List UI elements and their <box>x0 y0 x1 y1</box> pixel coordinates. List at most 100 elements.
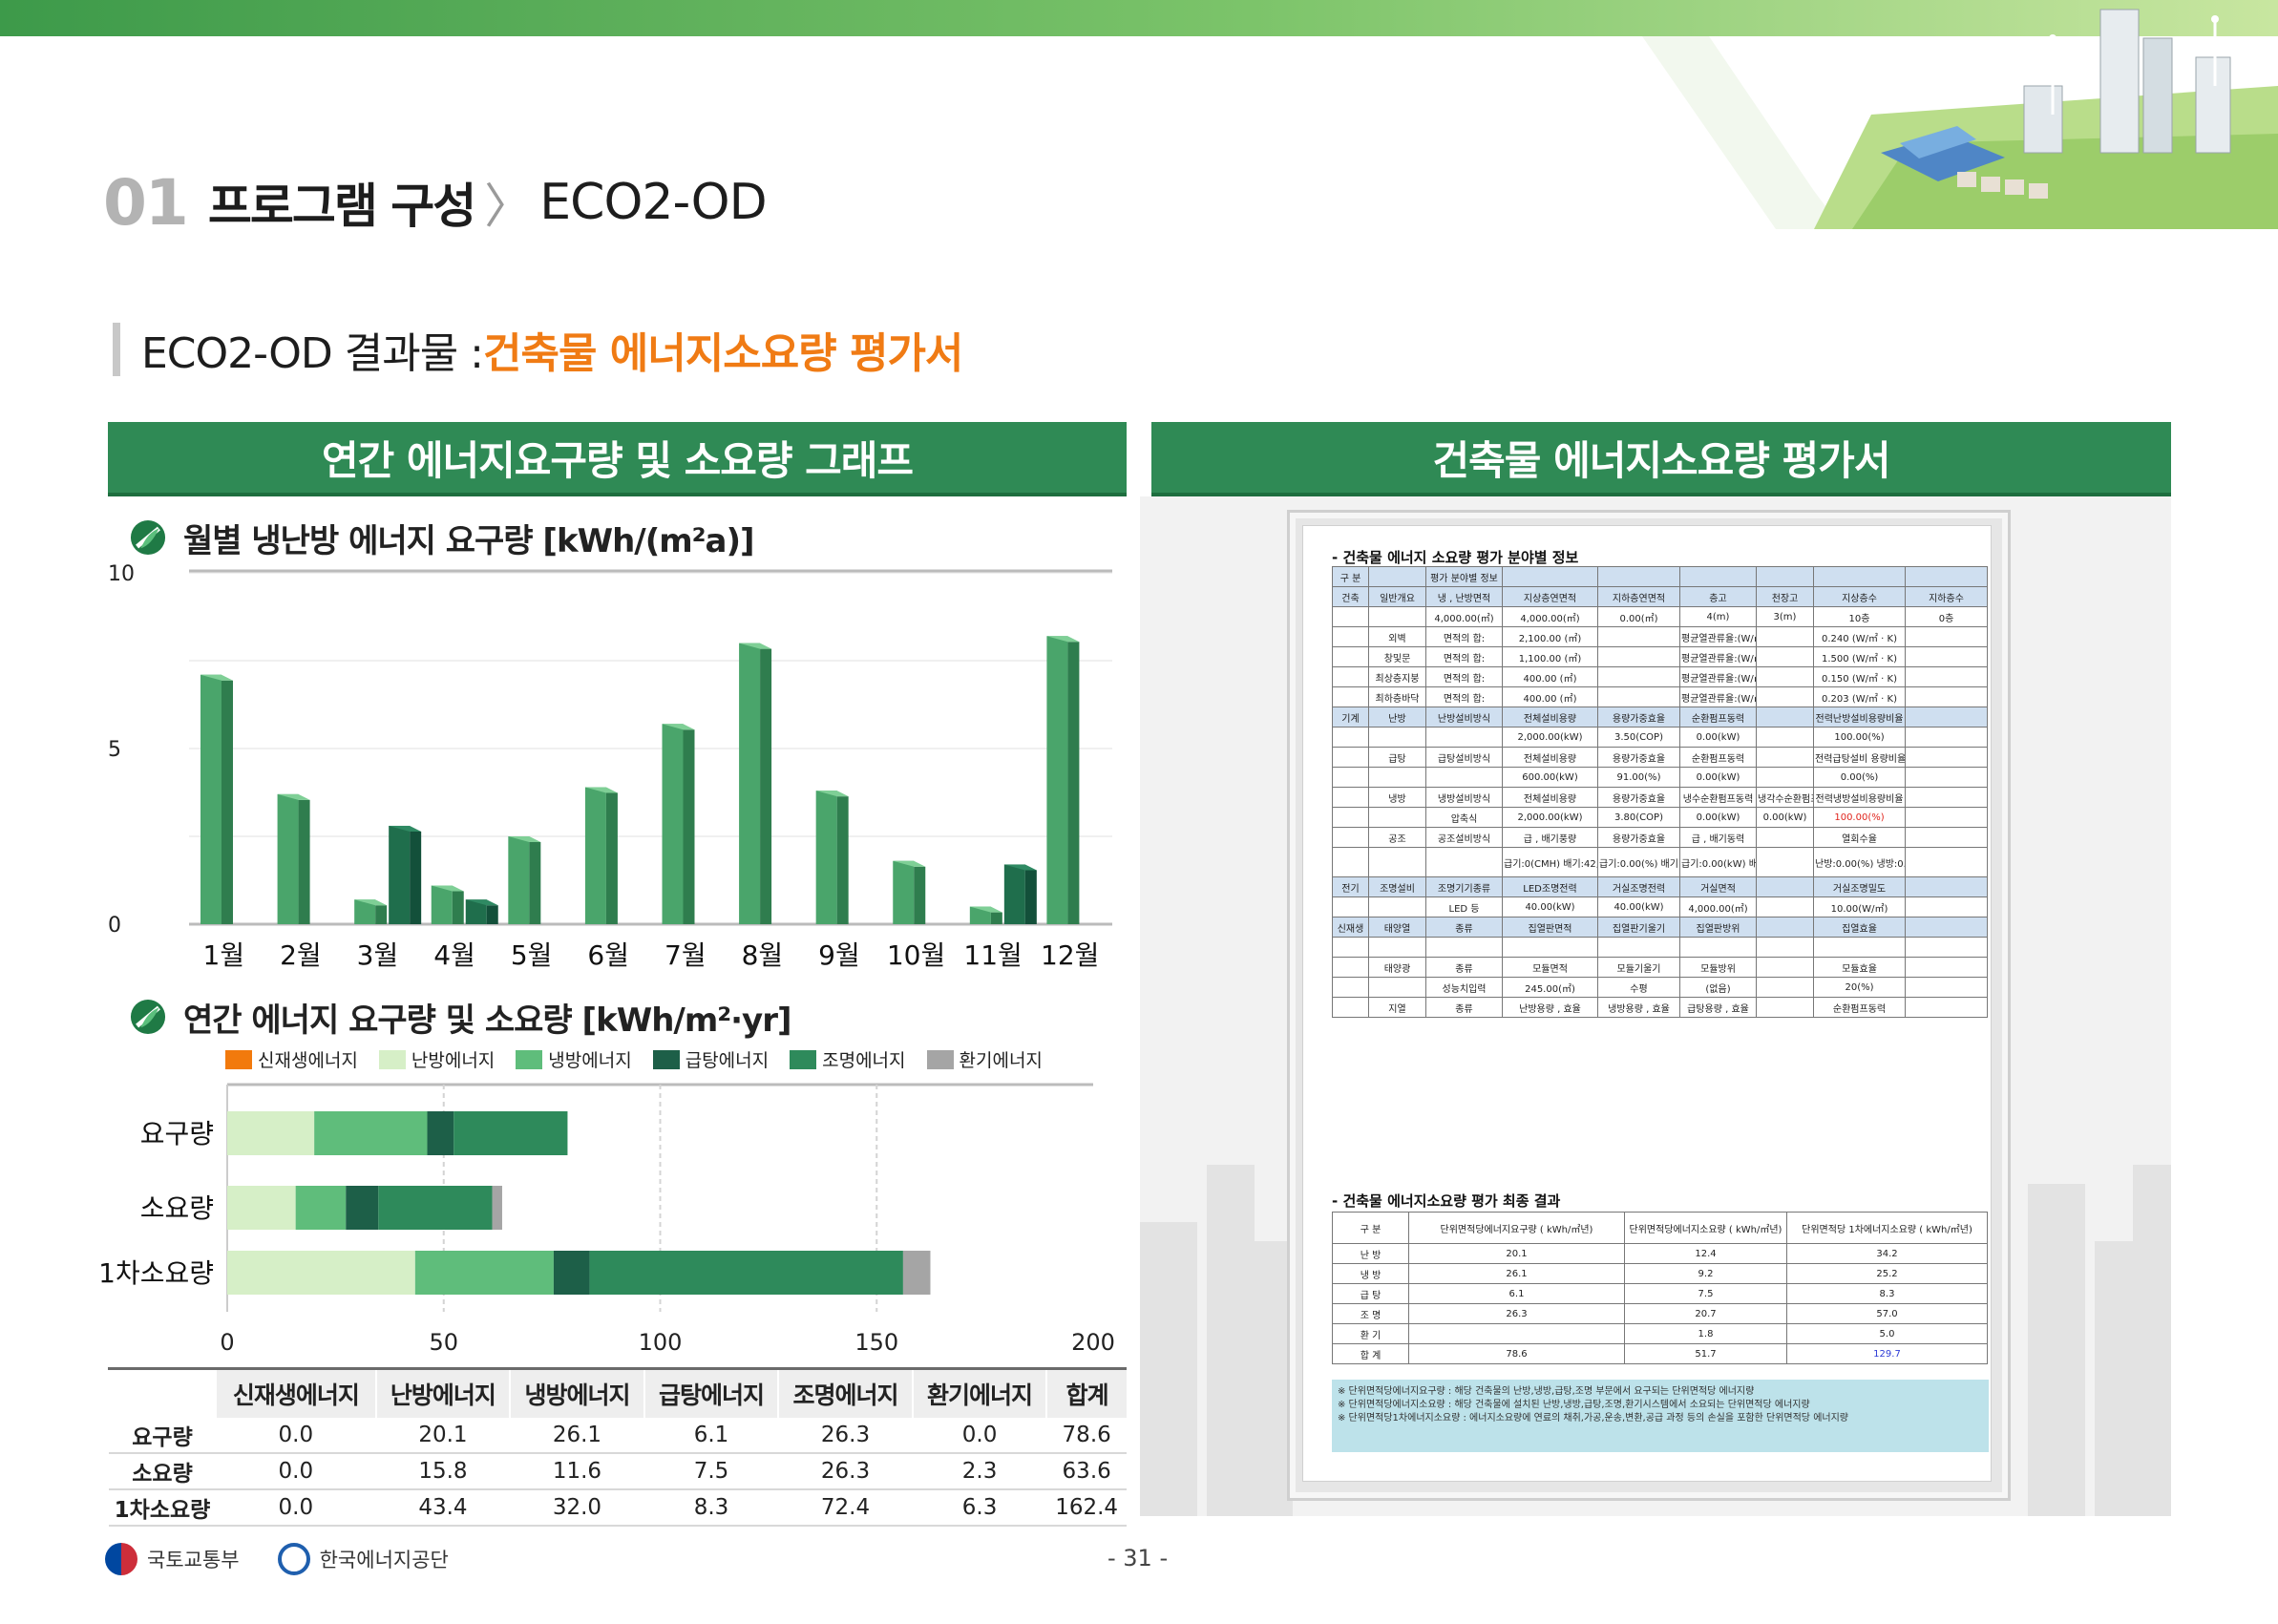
document-cell <box>1905 957 1988 978</box>
document-cell <box>1756 917 1814 938</box>
header-band <box>0 0 2278 229</box>
x-tick-label: 1월 <box>203 939 245 971</box>
legend-label: 환기에너지 <box>959 1050 1043 1071</box>
document-cell: 600.00(kW) <box>1502 767 1598 788</box>
document-cell: 난방용량 , 효율 <box>1502 997 1598 1018</box>
y-tick-label: 5 <box>108 738 121 762</box>
result-cell: 25.2 <box>1786 1263 1988 1284</box>
bar-segment <box>314 1111 428 1155</box>
table-cell: 26.3 <box>778 1418 913 1454</box>
bar-segment <box>589 1251 903 1295</box>
document-cell: 종류 <box>1425 957 1503 978</box>
document-cell: 20(%) <box>1813 977 1906 998</box>
document-cell: 0.00(%) <box>1813 767 1906 788</box>
legend-label: 신재생에너지 <box>258 1050 358 1071</box>
note-line: ※ 단위면적당에너지소요량 : 해당 건축물에 설치된 난방,냉방,급탕,조명,… <box>1338 1400 1810 1410</box>
table-row: 1차소요량 0.0 43.4 32.0 8.3 72.4 6.3 162.4 <box>109 1489 1127 1527</box>
document-cell <box>1756 686 1814 707</box>
legend-label: 난방에너지 <box>411 1050 496 1071</box>
document-cell <box>1332 937 1369 958</box>
bar-segment <box>378 1186 493 1230</box>
document-cell: 급탕용량 , 효율 <box>1679 997 1757 1018</box>
result-header-cell: 단위면적당에너지소요량 ( kWh/㎡년) <box>1624 1212 1787 1244</box>
x-tick-label: 4월 <box>433 939 475 971</box>
document-cell <box>1905 847 1988 877</box>
document-cell: 집열판방위 <box>1679 917 1757 938</box>
bar <box>893 860 926 924</box>
document-cell <box>1368 566 1426 587</box>
result-cell <box>1408 1323 1625 1344</box>
document-cell <box>1597 626 1680 647</box>
document-cell <box>1756 937 1814 958</box>
bar <box>277 793 310 924</box>
document-cell: 기계 <box>1332 707 1369 728</box>
result-cell: 129.7 <box>1786 1343 1988 1364</box>
table-cell: 0.0 <box>216 1453 376 1490</box>
annual-chart-title: 연간 에너지 요구량 및 소요량 [kWh/m²·yr] <box>183 1001 792 1040</box>
energy-agency-name: 한국에너지공단 <box>319 1549 449 1571</box>
document-cell: 압축식 <box>1425 807 1503 828</box>
right-panel-header: 건축물 에너지소요량 평가서 <box>1151 422 2171 496</box>
table-cell: 78.6 <box>1046 1418 1127 1454</box>
result-cell: 난 방 <box>1332 1243 1409 1264</box>
document-cell: 신재생 <box>1332 917 1369 938</box>
table-cell: 7.5 <box>643 1453 779 1490</box>
x-tick-label: 6월 <box>587 939 629 971</box>
document-cell <box>1368 847 1426 877</box>
table-column-header: 합계 <box>1045 1367 1127 1418</box>
result-row: 조 명 26.3 20.7 57.0 <box>1332 1303 1988 1324</box>
x-tick-label: 7월 <box>664 939 707 971</box>
document-cell: 40.00(kW) <box>1597 896 1680 917</box>
table-column-header: 신재생에너지 <box>215 1367 376 1418</box>
bar-segment <box>346 1186 379 1230</box>
document-cell: 0.240 (W/㎡ · K) <box>1813 626 1906 647</box>
document-cell: 거실면적 <box>1679 876 1757 897</box>
result-cell: 7.5 <box>1624 1283 1787 1304</box>
document-cell: 0.00(kW) <box>1679 767 1757 788</box>
document-row: 급기:0(CMH) 배기:42,000(CMH)급기:0.00(%) 배기:11… <box>1332 847 1988 877</box>
result-header-cell: 구 분 <box>1332 1212 1409 1244</box>
table-cell: 6.3 <box>912 1489 1047 1527</box>
table-cell: 20.1 <box>375 1418 511 1454</box>
document-cell: 모듈효율 <box>1813 957 1906 978</box>
x-tick-label: 100 <box>639 1329 683 1356</box>
document-cell <box>1332 767 1369 788</box>
document-cell <box>1368 807 1426 828</box>
document-cell: 열회수율 <box>1813 827 1906 848</box>
document-cell: 집열효율 <box>1813 917 1906 938</box>
document-cell: 1,100.00 (㎡) <box>1502 646 1598 667</box>
document-cell: 태양열 <box>1368 917 1426 938</box>
document-cell <box>1905 767 1988 788</box>
document-cell: 급 , 배기풍량 <box>1502 827 1598 848</box>
bar <box>508 836 541 924</box>
x-tick-label: 200 <box>1071 1329 1115 1356</box>
document-cell: 냉방 <box>1368 787 1426 808</box>
x-tick-label: 9월 <box>818 939 860 971</box>
document-cell: 급탕설비방식 <box>1425 747 1503 768</box>
result-cell: 합 계 <box>1332 1343 1409 1364</box>
document-cell: 0.203 (W/㎡ · K) <box>1813 686 1906 707</box>
x-tick-label: 0 <box>220 1329 234 1356</box>
document-row: 태양광 종류 모듈면적 모듈기울기 모듈방위 모듈효율 <box>1332 957 1988 978</box>
document-cell <box>1905 727 1988 748</box>
legend-label: 냉방에너지 <box>548 1050 632 1071</box>
header-decoration <box>0 0 2278 229</box>
document-cell: 평균열관류율:(W/㎡ · K) <box>1679 666 1757 687</box>
chapter-title: 프로그램 구성 <box>207 179 476 234</box>
x-tick-label: 150 <box>854 1329 898 1356</box>
table-cell: 63.6 <box>1046 1453 1127 1490</box>
document-cell: 집열판기울기 <box>1597 917 1680 938</box>
document-row: 성능치입력 245.00(㎡) 수평 (없음) 20(%) <box>1332 977 1988 998</box>
legend-item: 냉방에너지 <box>516 1046 632 1072</box>
bar-segment <box>227 1186 296 1230</box>
document-cell: 245.00(㎡) <box>1502 977 1598 998</box>
result-cell: 20.7 <box>1624 1303 1787 1324</box>
legend-swatch <box>652 1049 680 1069</box>
result-cell: 51.7 <box>1624 1343 1787 1364</box>
document-cell <box>1905 626 1988 647</box>
document-cell: 건축 <box>1332 586 1369 607</box>
document-cell <box>1368 767 1426 788</box>
table-cell: 11.6 <box>510 1453 644 1490</box>
document-cell <box>1756 767 1814 788</box>
document-cell <box>1368 896 1426 917</box>
